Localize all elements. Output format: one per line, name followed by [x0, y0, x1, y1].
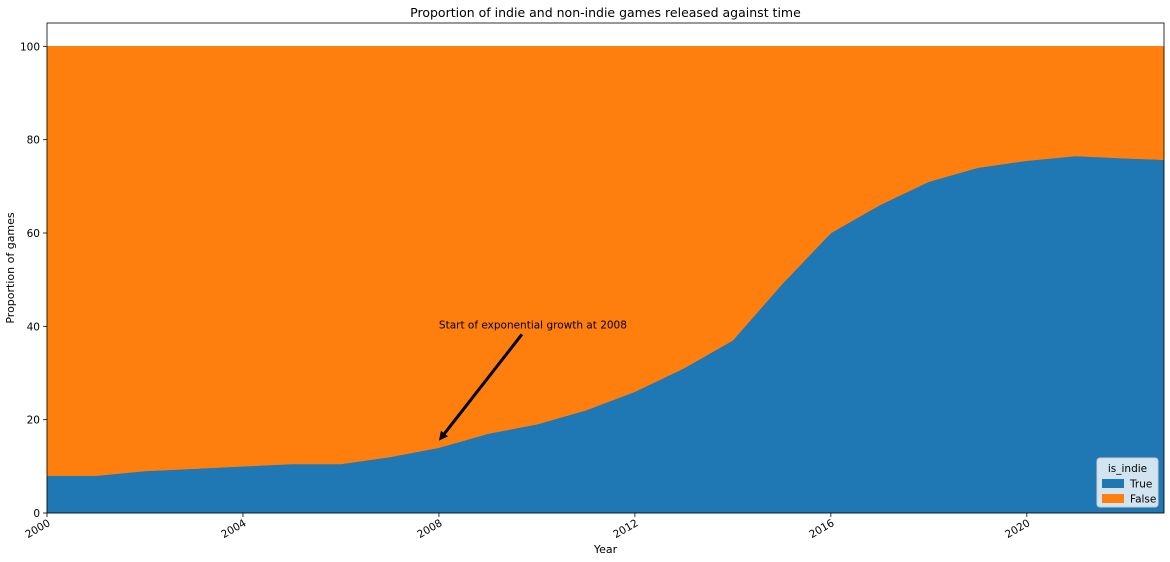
y-tick-label: 80 [27, 135, 40, 147]
y-axis-label: Proportion of games [4, 212, 17, 324]
legend-swatch-false [1102, 494, 1124, 503]
annotation-arrow-head [438, 430, 449, 441]
x-tick-label: 2012 [611, 517, 640, 541]
annotation-text: Start of exponential growth at 2008 [439, 319, 627, 331]
x-tick-label: 2000 [23, 517, 52, 541]
legend-label-false: False [1130, 494, 1156, 506]
legend-items: True False [1102, 479, 1156, 506]
x-tick-label: 2008 [415, 517, 444, 541]
y-tick-label: 20 [27, 415, 40, 427]
y-tick-label: 40 [27, 321, 40, 333]
annotation: Start of exponential growth at 2008 [438, 319, 627, 441]
legend-title: is_indie [1108, 463, 1147, 475]
y-axis-ticks: 0 20 40 60 80 100 [20, 41, 47, 520]
legend-label-true: True [1129, 479, 1152, 491]
x-tick-label: 2020 [1003, 517, 1032, 541]
y-tick-label: 60 [27, 228, 40, 240]
legend: is_indie True False [1096, 457, 1159, 508]
chart-title: Proportion of indie and non-indie games … [410, 5, 801, 20]
x-tick-label: 2016 [807, 517, 836, 541]
x-axis-ticks: 2000 2004 2008 2012 2016 2020 [23, 513, 1032, 541]
plot-frame [46, 22, 1165, 514]
y-tick-label: 0 [33, 508, 40, 520]
y-tick-label: 100 [20, 41, 40, 53]
legend-swatch-true [1102, 479, 1124, 488]
annotation-arrow [443, 333, 524, 435]
x-axis-label: Year [593, 543, 618, 556]
stacked-areas [46, 46, 1165, 514]
x-tick-label: 2004 [219, 517, 248, 541]
